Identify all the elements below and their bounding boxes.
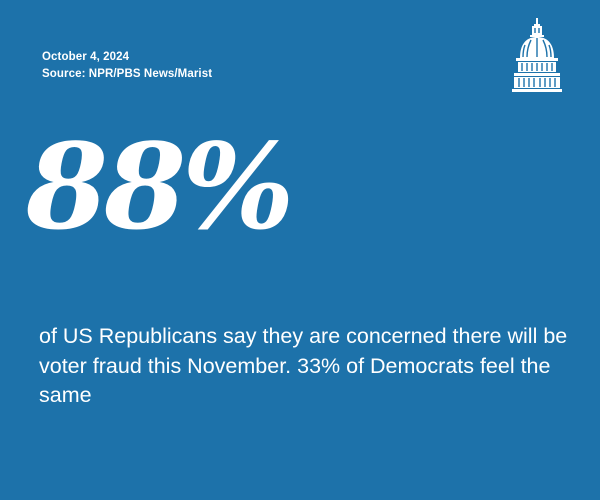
- source-label: Source: NPR/PBS News/Marist: [42, 68, 213, 80]
- date-label: October 4, 2024: [42, 51, 130, 63]
- capitol-dome-icon: [512, 18, 562, 92]
- stat-description: of US Republicans say they are concerned…: [39, 324, 568, 407]
- meta-block: October 4, 2024 Source: NPR/PBS News/Mar…: [42, 49, 212, 83]
- headline-stat: 88%: [26, 117, 294, 256]
